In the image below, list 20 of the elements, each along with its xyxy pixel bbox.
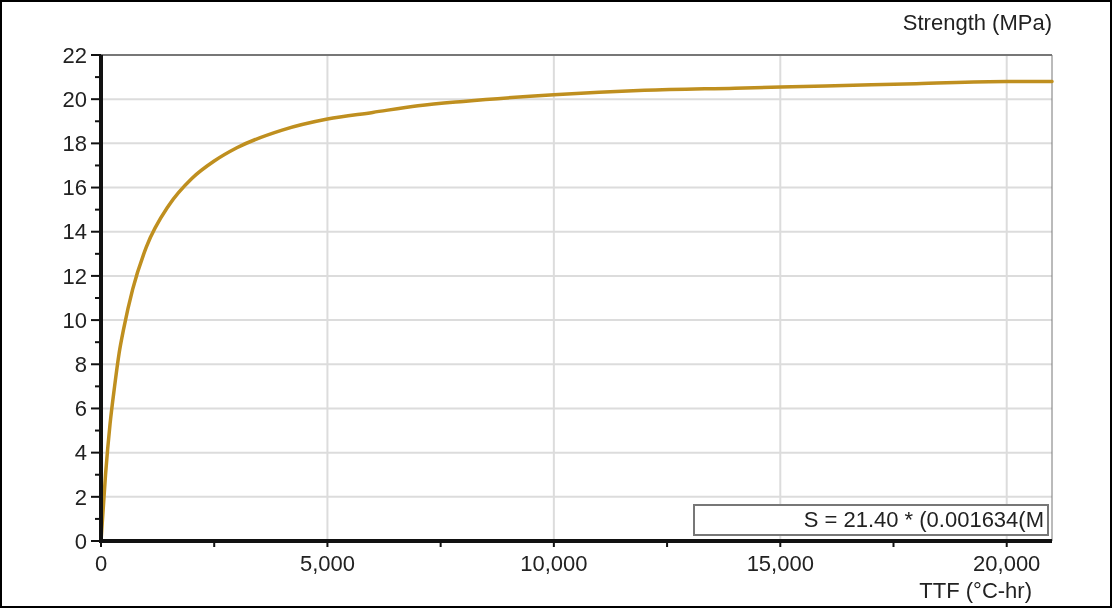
x-tick-label: 0 xyxy=(94,551,108,576)
y-tick-label: 4 xyxy=(74,440,87,466)
y-tick-label: 20 xyxy=(62,86,87,112)
x-axis-title: TTF (°C-hr) xyxy=(919,578,1032,603)
x-tick-label: 15,000 xyxy=(746,551,814,576)
y-tick-label: 14 xyxy=(62,219,87,245)
y-tick-label: 6 xyxy=(74,396,87,422)
y-tick-label: 12 xyxy=(62,263,87,289)
x-tick-label: 20,000 xyxy=(973,551,1041,576)
y-tick-label: 18 xyxy=(62,131,87,157)
x-tick-label: 5,000 xyxy=(299,551,355,576)
y-tick-label: 16 xyxy=(62,175,87,201)
y-tick-label: 2 xyxy=(74,484,87,510)
annotation: S = 21.40 * (0.001634(M xyxy=(803,507,1044,532)
y-tick-label: 0 xyxy=(74,528,87,554)
y-tick-label: 10 xyxy=(62,307,87,333)
x-tick-label: 10,000 xyxy=(520,551,588,576)
y-tick-label: 8 xyxy=(74,351,87,377)
y-axis-title: Strength (MPa) xyxy=(902,10,1052,35)
y-tick-label: 22 xyxy=(62,42,87,68)
